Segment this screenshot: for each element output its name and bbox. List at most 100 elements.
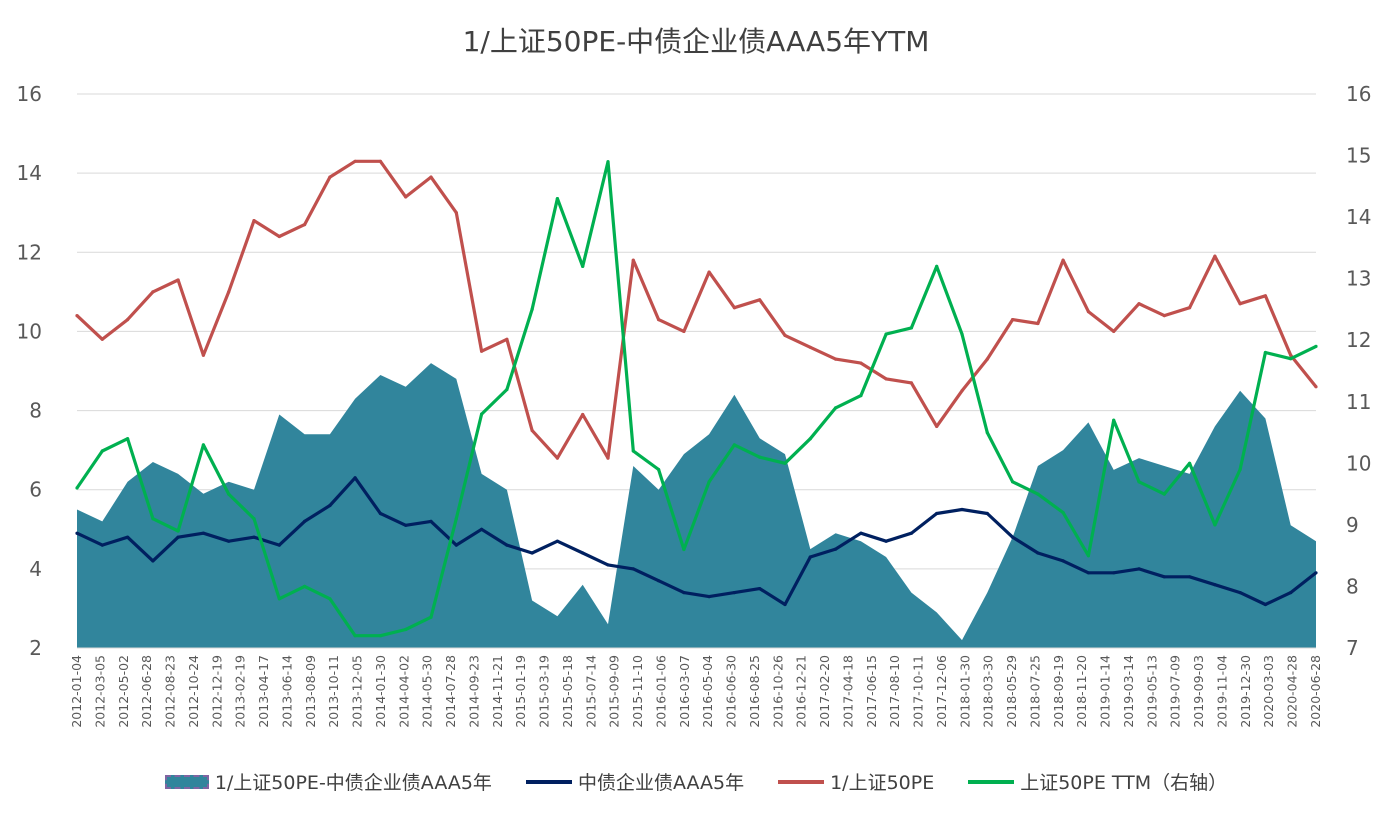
x-tick-label: 2020-04-28 [1285,655,1300,728]
data-point [1314,385,1318,389]
data-point [227,290,231,294]
data-point [126,437,130,441]
data-point [176,535,180,539]
data-point [935,424,939,428]
data-point [404,523,408,527]
data-point [909,381,914,385]
data-point [429,615,433,619]
x-tick-label: 2018-11-20 [1074,655,1089,728]
data-point [909,531,914,535]
data-point [859,531,863,535]
x-tick-label: 2017-06-15 [864,655,879,728]
data-point [1263,350,1267,355]
x-tick-label: 2014-07-28 [443,655,458,728]
data-point [783,461,787,465]
data-point [758,455,762,459]
data-point [277,543,281,547]
x-tick-label: 2016-08-25 [747,655,762,728]
data-point [505,337,509,341]
data-point [985,357,989,361]
legend-swatch-red [778,779,825,784]
data-point [783,333,787,337]
x-tick-label: 2019-09-03 [1191,655,1206,728]
data-point [1011,480,1015,484]
y-right-tick-label: 13 [1346,267,1371,291]
data-point [808,555,812,559]
x-tick-label: 2012-01-04 [69,655,84,728]
data-point [100,449,104,453]
x-tick-label: 2015-11-10 [630,655,645,728]
data-point [682,591,686,595]
x-tick-label: 2015-05-18 [560,655,575,728]
y-right-tick-label: 9 [1346,513,1359,537]
x-tick-label: 2013-08-09 [303,655,318,728]
data-point [1162,492,1166,496]
data-point [581,551,585,555]
x-tick-label: 2017-02-20 [817,655,832,728]
data-point [353,634,357,638]
data-point [303,519,307,524]
legend: 1/上证50PE-中债企业债AAA5年 中债企业债AAA5年 1/上证50PE … [0,768,1392,795]
x-tick-label: 2012-10-24 [186,655,201,728]
data-point [935,511,939,516]
y-left-tick-label: 6 [29,478,42,502]
data-point [1061,258,1065,262]
legend-item-spread[interactable]: 1/上证50PE-中债企业债AAA5年 [164,768,492,795]
series-line-3 [75,160,1317,638]
data-point [1213,254,1217,258]
data-point [1061,559,1065,563]
data-point [75,531,79,535]
data-point [783,602,787,607]
x-tick-label: 2019-12-30 [1238,655,1253,728]
data-point [1314,344,1318,348]
data-point [808,437,812,441]
data-point [606,160,610,164]
x-tick-label: 2014-11-21 [490,655,505,728]
data-point [505,387,509,392]
series-line-2 [75,159,1318,460]
data-point [303,223,307,227]
area-series-layer [77,363,1316,648]
line-series-layer [75,159,1318,638]
data-point [732,591,737,595]
data-point [1238,467,1242,472]
legend-item-earnings-yield[interactable]: 1/上证50PE [778,768,934,795]
y-left-tick-label: 14 [17,161,42,185]
data-point [201,443,205,447]
x-tick-label: 2018-03-30 [981,655,996,728]
data-point [277,597,281,601]
data-point [1238,591,1242,595]
data-point [1213,523,1217,527]
x-tick-label: 2015-03-19 [537,655,552,728]
data-point [530,307,534,311]
x-tick-label: 2014-01-30 [373,655,388,728]
data-point [328,175,332,179]
data-point [859,361,863,365]
data-point [1112,571,1116,575]
data-point [404,627,408,632]
data-point [353,159,357,163]
y-left-tick-label: 8 [29,399,42,423]
data-point [960,332,964,336]
legend-item-pe-ttm[interactable]: 上证50PE TTM（右轴） [968,768,1227,795]
data-point [1086,554,1090,558]
data-point [834,547,838,551]
data-point [530,428,534,432]
legend-item-bond-yield[interactable]: 中债企业债AAA5年 [525,768,744,795]
data-point [909,326,914,330]
data-point [960,389,964,393]
data-point [606,563,610,567]
data-point [581,412,585,417]
y-right-tick-label: 14 [1346,205,1371,229]
data-point [732,443,737,447]
chart-title: 1/上证50PE-中债企业债AAA5年YTM [462,25,930,58]
x-tick-label: 2012-06-28 [139,655,154,728]
data-point [227,492,231,496]
y-left-tick-label: 2 [29,636,42,660]
data-point [657,467,661,472]
data-point [1036,321,1040,326]
data-point [429,519,433,524]
data-point [328,597,332,601]
x-tick-label: 2017-08-10 [887,655,902,728]
x-tick-label: 2019-07-09 [1168,655,1183,728]
